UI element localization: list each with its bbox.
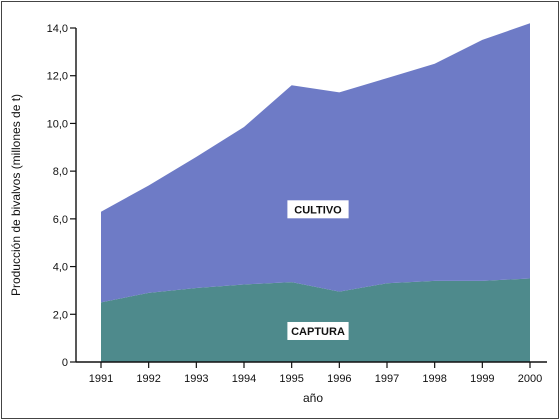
y-tick-label: 14,0 — [47, 23, 68, 35]
area-label-cultivo: CULTIVO — [294, 204, 342, 216]
x-tick-label: 1997 — [375, 373, 399, 385]
y-tick-label: 6,0 — [53, 214, 68, 226]
x-tick-label: 2000 — [518, 373, 542, 385]
y-tick-label: 2,0 — [53, 309, 68, 321]
y-axis-title: Producción de bivalvos (millones de t) — [9, 94, 23, 296]
axes: 0 2,0 4,0 6,0 8,0 10,0 12,0 14,0 1991 1992 1993 199… — [47, 23, 547, 385]
x-tick-label: 1991 — [89, 373, 113, 385]
x-tick-label: 1999 — [470, 373, 494, 385]
area-cultivo — [101, 23, 530, 303]
x-tick-label: 1992 — [136, 373, 160, 385]
area-captura — [101, 278, 530, 362]
area-label-box-cultivo — [287, 200, 349, 219]
x-tick-label: 1996 — [327, 373, 351, 385]
x-tick-label: 1998 — [422, 373, 446, 385]
area-label-box-captura — [287, 321, 349, 340]
x-tick-label: 1995 — [279, 373, 303, 385]
y-tick-label: 0 — [62, 357, 68, 369]
area-layer — [101, 23, 530, 362]
x-axis-title: año — [303, 391, 323, 405]
y-tick-label: 4,0 — [53, 262, 68, 274]
y-tick-label: 8,0 — [53, 166, 68, 178]
area-label-captura: CAPTURA — [291, 326, 345, 338]
y-tick-label: 12,0 — [47, 71, 68, 83]
x-tick-label: 1994 — [232, 373, 256, 385]
y-tick-label: 10,0 — [47, 118, 68, 130]
x-tick-label: 1993 — [184, 373, 208, 385]
label-layer: CAPTURA CULTIVO — [287, 200, 349, 340]
